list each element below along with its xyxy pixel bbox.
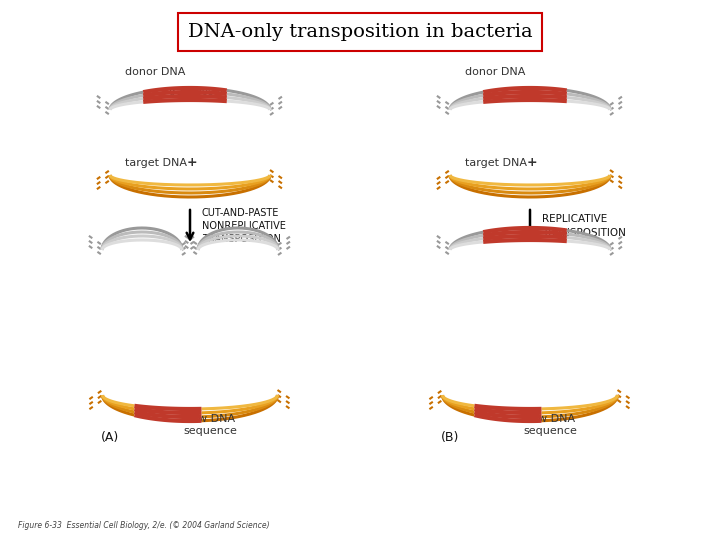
Text: +: + (527, 157, 538, 170)
Text: (B): (B) (441, 430, 459, 443)
Text: (A): (A) (101, 430, 119, 443)
Text: +: + (187, 157, 197, 170)
Text: DNA-only transposition in bacteria: DNA-only transposition in bacteria (188, 23, 532, 41)
Text: target DNA: target DNA (125, 158, 187, 168)
Text: donor DNA: donor DNA (125, 67, 185, 77)
Text: target DNA: target DNA (465, 158, 527, 168)
Text: Figure 6-33  Essential Cell Biology, 2/e. (© 2004 Garland Science): Figure 6-33 Essential Cell Biology, 2/e.… (18, 521, 269, 530)
Text: new DNA
sequence: new DNA sequence (523, 414, 577, 436)
Text: donor DNA: donor DNA (465, 67, 526, 77)
Text: REPLICATIVE
TRANSPOSITION: REPLICATIVE TRANSPOSITION (542, 214, 626, 238)
Text: transposon: transposon (168, 87, 228, 97)
Text: CUT-AND-PASTE
NONREPLICATIVE
TRANSPOSITION: CUT-AND-PASTE NONREPLICATIVE TRANSPOSITI… (202, 208, 286, 244)
Text: new DNA
sequence: new DNA sequence (183, 414, 237, 436)
